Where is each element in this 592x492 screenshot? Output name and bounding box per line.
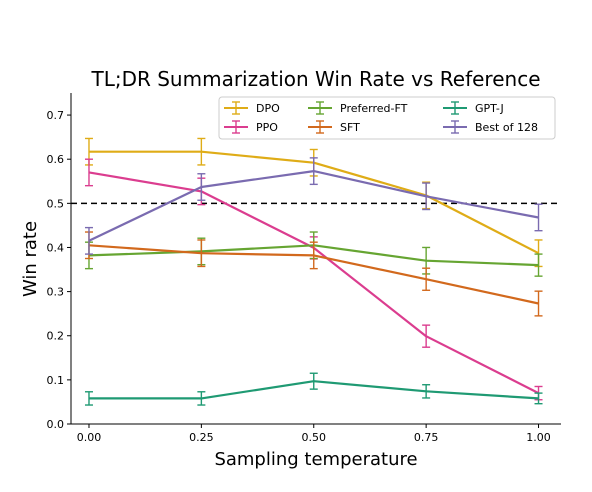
y-tick-label: 0.7: [47, 109, 65, 122]
legend-item-sft: SFT: [308, 120, 360, 134]
legend-frame: [218, 96, 556, 140]
legend-label: Best of 128: [475, 121, 538, 134]
legend-label: GPT-J: [475, 102, 504, 115]
series-ppo: [84, 158, 543, 401]
series-layer: [84, 137, 543, 406]
legend-item-gpt-j: GPT-J: [443, 101, 504, 115]
y-tick-label: 0.4: [47, 241, 65, 254]
plot-area: 0.0 0.1 0.2 0.3 0.4 0.5 0.6 0.7 0.00 0.25 0.50 0.7…: [47, 93, 561, 444]
legend-label: Preferred-FT: [340, 102, 408, 115]
y-tick-label: 0.2: [47, 330, 65, 343]
series-sft: [84, 231, 543, 317]
y-tick-label: 0.3: [47, 286, 65, 299]
y-tick-label: 0.6: [47, 153, 65, 166]
y-ticks: 0.0 0.1 0.2 0.3 0.4 0.5 0.6 0.7: [47, 109, 71, 431]
y-tick-label: 0.1: [47, 374, 65, 387]
x-ticks: 0.00 0.25 0.50 0.75 1.00: [77, 424, 551, 444]
legend-label: SFT: [340, 121, 360, 134]
legend: DPO PPO Preferred-FT SFT GPT-J Best of 128: [218, 96, 556, 140]
y-tick-label: 0.0: [47, 418, 65, 431]
legend-label: PPO: [256, 121, 278, 134]
x-tick-label: 0.25: [189, 431, 214, 444]
x-tick-label: 0.00: [77, 431, 102, 444]
x-axis-label: Sampling temperature: [214, 449, 417, 470]
legend-item-preferred-ft: Preferred-FT: [308, 101, 408, 115]
y-axis-label: Win rate: [20, 221, 41, 297]
x-tick-label: 1.00: [526, 431, 551, 444]
legend-item-best-of-128: Best of 128: [443, 120, 538, 134]
chart-title: TL;DR Summarization Win Rate vs Referenc…: [90, 67, 540, 91]
series-best-of-128: [84, 157, 543, 255]
x-tick-label: 0.75: [414, 431, 439, 444]
y-tick-label: 0.5: [47, 197, 65, 210]
legend-item-ppo: PPO: [224, 120, 278, 134]
legend-label: DPO: [256, 102, 280, 115]
series-gpt-j: [84, 372, 543, 406]
x-tick-label: 0.50: [302, 431, 327, 444]
legend-item-dpo: DPO: [224, 101, 280, 115]
legend-items: DPO PPO Preferred-FT SFT GPT-J Best of 128: [224, 101, 538, 134]
